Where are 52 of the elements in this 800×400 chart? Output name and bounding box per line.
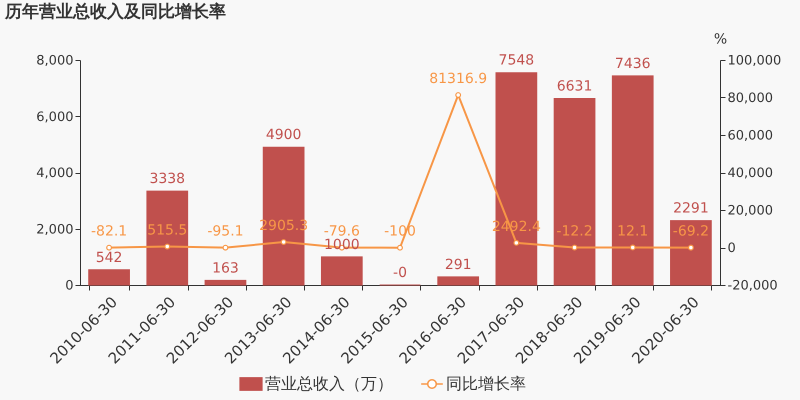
data-label: 163 bbox=[212, 260, 239, 276]
bar bbox=[320, 256, 363, 286]
data-label: -95.1 bbox=[207, 224, 244, 240]
bar bbox=[437, 276, 480, 286]
point bbox=[688, 244, 694, 251]
y2-tick-label: 100,000 bbox=[728, 54, 782, 68]
bar bbox=[88, 269, 130, 286]
y2-tick-label: 0 bbox=[728, 241, 736, 256]
y2-tick-label: -20,000 bbox=[728, 278, 778, 294]
point bbox=[630, 244, 636, 250]
data-label: 6631 bbox=[556, 78, 592, 95]
point bbox=[222, 244, 228, 251]
y-tick-label: 2,000 bbox=[36, 222, 74, 238]
data-label: 7436 bbox=[614, 56, 651, 72]
point bbox=[164, 244, 170, 250]
data-label: 81316.9 bbox=[429, 71, 488, 88]
data-label: 291 bbox=[444, 256, 472, 273]
y2-tick-label: 40,000 bbox=[728, 166, 773, 181]
data-label: 12.1 bbox=[617, 223, 648, 240]
point bbox=[280, 239, 287, 245]
bar bbox=[612, 75, 654, 286]
data-label: -82.1 bbox=[90, 224, 128, 240]
y-tick-label: 0 bbox=[65, 278, 74, 294]
point bbox=[397, 244, 403, 251]
point bbox=[455, 92, 462, 98]
y2-tick-label: 20,000 bbox=[728, 204, 773, 218]
bar bbox=[146, 190, 188, 286]
data-label: 7548 bbox=[498, 52, 534, 69]
y-tick-label: 4,000 bbox=[36, 166, 74, 181]
data-label: -0 bbox=[393, 265, 407, 281]
data-label: 4900 bbox=[266, 127, 302, 144]
y2-tick-label: 80,000 bbox=[728, 91, 773, 106]
y-tick-label: 6,000 bbox=[36, 110, 74, 125]
point bbox=[513, 240, 520, 246]
data-label: 3338 bbox=[149, 171, 186, 188]
point bbox=[106, 244, 112, 251]
y2-tick-label: 60,000 bbox=[728, 128, 773, 144]
legend-label: 营业总收入（万） bbox=[265, 374, 393, 393]
bar bbox=[670, 220, 712, 286]
data-label: 542 bbox=[96, 250, 122, 266]
point bbox=[572, 244, 578, 250]
chart-title: 历年营业总收入及同比增长率 bbox=[4, 2, 226, 22]
y-tick-label: 8,000 bbox=[36, 54, 74, 68]
bar bbox=[204, 280, 246, 286]
data-label: -12.2 bbox=[556, 224, 593, 240]
legend-label: 同比增长率 bbox=[446, 374, 526, 393]
data-label: -69.2 bbox=[672, 224, 710, 240]
data-label: 2291 bbox=[673, 200, 709, 217]
y2-axis-title: % bbox=[714, 32, 728, 48]
data-label: 515.5 bbox=[147, 222, 188, 239]
data-label: -79.6 bbox=[324, 224, 360, 240]
bar bbox=[554, 98, 596, 286]
